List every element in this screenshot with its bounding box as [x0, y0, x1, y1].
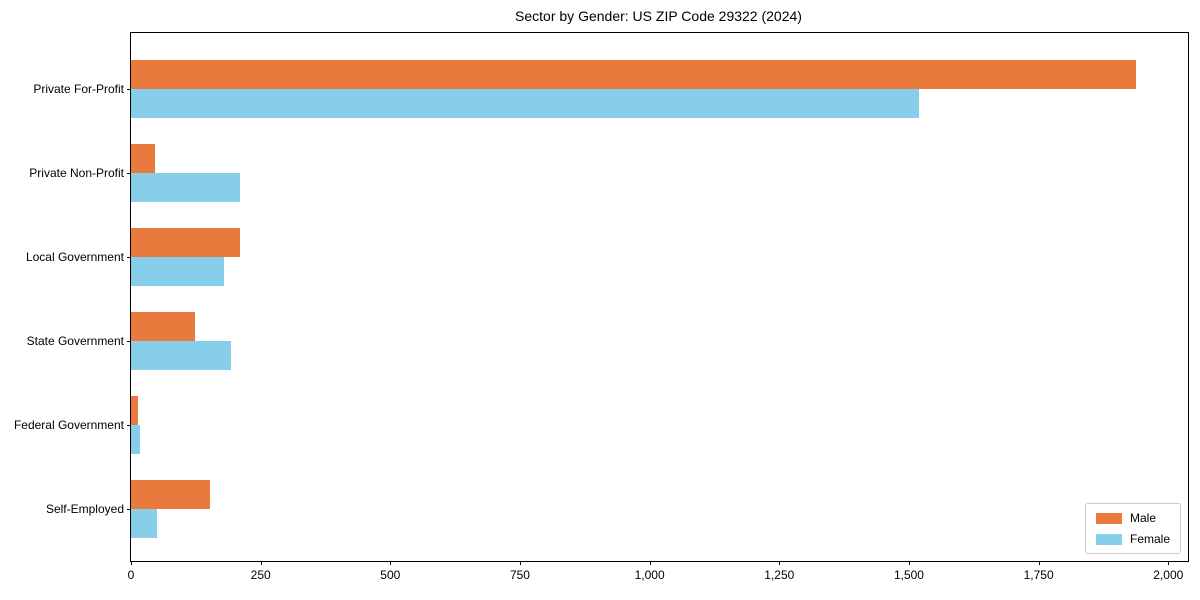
x-tick-label: 1,000: [634, 568, 665, 582]
bar-female-2: [131, 257, 224, 286]
y-tick-label: Private For-Profit: [33, 82, 124, 96]
bar-male-5: [131, 480, 210, 509]
chart-title: Sector by Gender: US ZIP Code 29322 (202…: [515, 8, 802, 24]
bar-male-3: [131, 312, 195, 341]
y-tick-label: Federal Government: [13, 418, 124, 432]
legend: Male Female: [1084, 503, 1181, 554]
bar-male-2: [131, 228, 240, 257]
x-tick-mark: [519, 561, 521, 565]
y-tick-label: Local Government: [25, 250, 124, 264]
x-tick-label: 2,000: [1153, 568, 1184, 582]
bar-female-3: [131, 341, 231, 370]
x-tick-mark: [1168, 561, 1170, 565]
legend-item-male: Male: [1095, 511, 1170, 525]
x-tick-label: 1,750: [1023, 568, 1054, 582]
x-tick-label: 750: [509, 568, 530, 582]
x-tick-label: 500: [380, 568, 401, 582]
x-tick-mark: [131, 561, 132, 565]
x-tick-mark: [1038, 561, 1040, 565]
bar-female-1: [131, 173, 240, 202]
legend-swatch-female: [1095, 533, 1122, 545]
x-tick-label: 1,250: [764, 568, 795, 582]
y-tick-mark: [127, 257, 131, 258]
legend-swatch-male: [1095, 512, 1122, 524]
bar-female-4: [131, 425, 140, 454]
y-tick-label: State Government: [26, 334, 124, 348]
y-tick-label: Self-Employed: [45, 502, 124, 516]
y-tick-label: Private Non-Profit: [29, 166, 124, 180]
x-tick-label: 1,500: [893, 568, 924, 582]
y-tick-mark: [127, 173, 131, 174]
legend-label-female: Female: [1129, 532, 1170, 546]
bar-female-5: [131, 509, 157, 538]
bar-male-1: [131, 144, 155, 173]
x-tick-label: 250: [250, 568, 271, 582]
x-tick-label: 0: [127, 568, 135, 582]
x-tick-mark: [390, 561, 392, 565]
legend-item-female: Female: [1095, 532, 1170, 546]
x-tick-mark: [779, 561, 781, 565]
plot-area: 0 250 500 750 1,000 1,250 1,500 1,750 2,000 Priv…: [14, 32, 1189, 582]
y-tick-mark: [127, 89, 131, 90]
x-tick-mark: [260, 561, 262, 565]
bar-male-0: [131, 60, 1136, 89]
x-tick-mark: [908, 561, 910, 565]
y-tick-mark: [127, 425, 131, 426]
y-tick-mark: [127, 341, 131, 342]
bar-female-0: [131, 89, 919, 118]
legend-label-male: Male: [1129, 511, 1156, 525]
x-tick-mark: [649, 561, 651, 565]
y-tick-mark: [127, 509, 131, 510]
bar-male-4: [131, 396, 138, 425]
